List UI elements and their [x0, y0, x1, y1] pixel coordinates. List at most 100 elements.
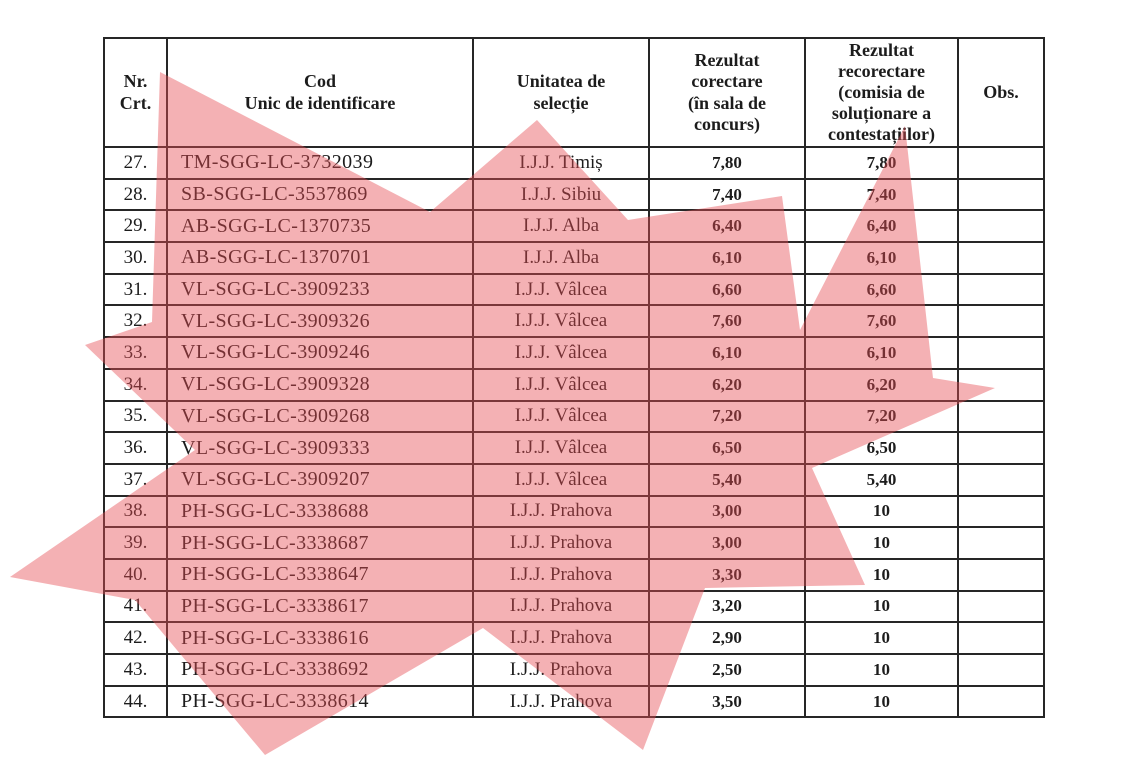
- cell-nr-crt: 43.: [103, 653, 168, 687]
- cell-nr-crt: 39.: [103, 526, 168, 560]
- cell-rezultat-corectare: 3,20: [648, 589, 806, 624]
- header-rezultat-corectare: Rezultat corectare (în sala de concurs): [648, 37, 806, 148]
- cell-nr-crt: 27.: [103, 146, 168, 180]
- cell-rezultat-recorectare: 7,20: [804, 399, 959, 434]
- cell-nr-crt: 42.: [103, 621, 168, 655]
- cell-unitatea: I.J.J. Vâlcea: [472, 431, 650, 465]
- cell-obs: [957, 653, 1045, 687]
- cell-unitatea: I.J.J. Prahova: [472, 653, 650, 687]
- cell-unitatea: I.J.J. Prahova: [472, 526, 650, 560]
- cell-cod-unic: AB-SGG-LC-1370735: [166, 209, 474, 244]
- cell-unitatea: I.J.J. Prahova: [472, 684, 650, 719]
- cell-cod-unic: SB-SGG-LC-3537869: [166, 177, 474, 212]
- cell-rezultat-corectare: 3,30: [648, 557, 806, 592]
- table-row: 29. AB-SGG-LC-1370735 I.J.J. Alba 6,40 6…: [103, 209, 1045, 244]
- cell-cod-unic: PH-SGG-LC-3338687: [166, 526, 474, 560]
- header-unitatea: Unitatea de selecție: [472, 37, 650, 148]
- cell-rezultat-corectare: 7,20: [648, 399, 806, 434]
- cell-rezultat-corectare: 3,00: [648, 494, 806, 529]
- results-table: Nr. Crt. Cod Unic de identificare Unitat…: [103, 37, 1045, 719]
- cell-rezultat-corectare: 6,40: [648, 209, 806, 244]
- cell-cod-unic: VL-SGG-LC-3909233: [166, 272, 474, 307]
- cell-nr-crt: 40.: [103, 557, 168, 592]
- cell-nr-crt: 41.: [103, 589, 168, 624]
- cell-unitatea: I.J.J. Alba: [472, 209, 650, 244]
- cell-rezultat-corectare: 3,00: [648, 526, 806, 560]
- table-row: 41. PH-SGG-LC-3338617 I.J.J. Prahova 3,2…: [103, 589, 1045, 624]
- cell-rezultat-corectare: 3,50: [648, 684, 806, 719]
- cell-rezultat-corectare: 6,50: [648, 431, 806, 465]
- cell-rezultat-corectare: 7,60: [648, 304, 806, 339]
- table-row: 31. VL-SGG-LC-3909233 I.J.J. Vâlcea 6,60…: [103, 272, 1045, 307]
- cell-cod-unic: PH-SGG-LC-3338617: [166, 589, 474, 624]
- cell-obs: [957, 557, 1045, 592]
- cell-rezultat-recorectare: 10: [804, 621, 959, 655]
- cell-obs: [957, 177, 1045, 212]
- cell-cod-unic: VL-SGG-LC-3909246: [166, 336, 474, 370]
- cell-nr-crt: 29.: [103, 209, 168, 244]
- header-rezultat-recorectare: Rezultat recorectare (comisia de soluțio…: [804, 37, 959, 148]
- cell-nr-crt: 34.: [103, 367, 168, 402]
- cell-rezultat-recorectare: 10: [804, 557, 959, 592]
- cell-obs: [957, 494, 1045, 529]
- cell-rezultat-recorectare: 6,40: [804, 209, 959, 244]
- cell-cod-unic: PH-SGG-LC-3338692: [166, 653, 474, 687]
- cell-rezultat-corectare: 2,50: [648, 653, 806, 687]
- cell-rezultat-corectare: 6,10: [648, 241, 806, 275]
- table-body: 27. TM-SGG-LC-3732039 I.J.J. Timiș 7,80 …: [103, 146, 1045, 719]
- cell-rezultat-corectare: 6,60: [648, 272, 806, 307]
- table-row: 44. PH-SGG-LC-3338614 I.J.J. Prahova 3,5…: [103, 684, 1045, 719]
- cell-rezultat-recorectare: 6,50: [804, 431, 959, 465]
- cell-cod-unic: VL-SGG-LC-3909268: [166, 399, 474, 434]
- cell-cod-unic: VL-SGG-LC-3909326: [166, 304, 474, 339]
- cell-rezultat-recorectare: 7,60: [804, 304, 959, 339]
- table-header: Nr. Crt. Cod Unic de identificare Unitat…: [103, 37, 1045, 148]
- cell-unitatea: I.J.J. Alba: [472, 241, 650, 275]
- cell-unitatea: I.J.J. Prahova: [472, 589, 650, 624]
- cell-rezultat-corectare: 6,20: [648, 367, 806, 402]
- cell-obs: [957, 367, 1045, 402]
- cell-unitatea: I.J.J. Vâlcea: [472, 367, 650, 402]
- cell-obs: [957, 209, 1045, 244]
- cell-obs: [957, 526, 1045, 560]
- cell-rezultat-corectare: 7,80: [648, 146, 806, 180]
- cell-obs: [957, 431, 1045, 465]
- table-row: 35. VL-SGG-LC-3909268 I.J.J. Vâlcea 7,20…: [103, 399, 1045, 434]
- table-row: 28. SB-SGG-LC-3537869 I.J.J. Sibiu 7,40 …: [103, 177, 1045, 212]
- cell-rezultat-corectare: 2,90: [648, 621, 806, 655]
- cell-obs: [957, 589, 1045, 624]
- cell-unitatea: I.J.J. Prahova: [472, 621, 650, 655]
- cell-nr-crt: 38.: [103, 494, 168, 529]
- table-row: 36. VL-SGG-LC-3909333 I.J.J. Vâlcea 6,50…: [103, 431, 1045, 465]
- cell-cod-unic: PH-SGG-LC-3338688: [166, 494, 474, 529]
- cell-rezultat-corectare: 5,40: [648, 462, 806, 497]
- cell-cod-unic: VL-SGG-LC-3909328: [166, 367, 474, 402]
- cell-nr-crt: 28.: [103, 177, 168, 212]
- cell-unitatea: I.J.J. Timiș: [472, 146, 650, 180]
- cell-cod-unic: AB-SGG-LC-1370701: [166, 241, 474, 275]
- cell-unitatea: I.J.J. Prahova: [472, 557, 650, 592]
- cell-unitatea: I.J.J. Vâlcea: [472, 462, 650, 497]
- cell-rezultat-recorectare: 5,40: [804, 462, 959, 497]
- table-row: 39. PH-SGG-LC-3338687 I.J.J. Prahova 3,0…: [103, 526, 1045, 560]
- cell-rezultat-recorectare: 7,40: [804, 177, 959, 212]
- cell-obs: [957, 621, 1045, 655]
- cell-unitatea: I.J.J. Vâlcea: [472, 399, 650, 434]
- table-row: 27. TM-SGG-LC-3732039 I.J.J. Timiș 7,80 …: [103, 146, 1045, 180]
- table-row: 38. PH-SGG-LC-3338688 I.J.J. Prahova 3,0…: [103, 494, 1045, 529]
- cell-rezultat-recorectare: 6,20: [804, 367, 959, 402]
- cell-nr-crt: 44.: [103, 684, 168, 719]
- cell-rezultat-recorectare: 10: [804, 494, 959, 529]
- cell-obs: [957, 684, 1045, 719]
- cell-cod-unic: PH-SGG-LC-3338616: [166, 621, 474, 655]
- results-table-container: Nr. Crt. Cod Unic de identificare Unitat…: [103, 37, 1045, 719]
- cell-unitatea: I.J.J. Vâlcea: [472, 336, 650, 370]
- cell-unitatea: I.J.J. Vâlcea: [472, 272, 650, 307]
- cell-obs: [957, 336, 1045, 370]
- cell-nr-crt: 30.: [103, 241, 168, 275]
- cell-rezultat-recorectare: 10: [804, 684, 959, 719]
- table-row: 33. VL-SGG-LC-3909246 I.J.J. Vâlcea 6,10…: [103, 336, 1045, 370]
- table-row: 40. PH-SGG-LC-3338647 I.J.J. Prahova 3,3…: [103, 557, 1045, 592]
- cell-rezultat-recorectare: 6,60: [804, 272, 959, 307]
- cell-unitatea: I.J.J. Vâlcea: [472, 304, 650, 339]
